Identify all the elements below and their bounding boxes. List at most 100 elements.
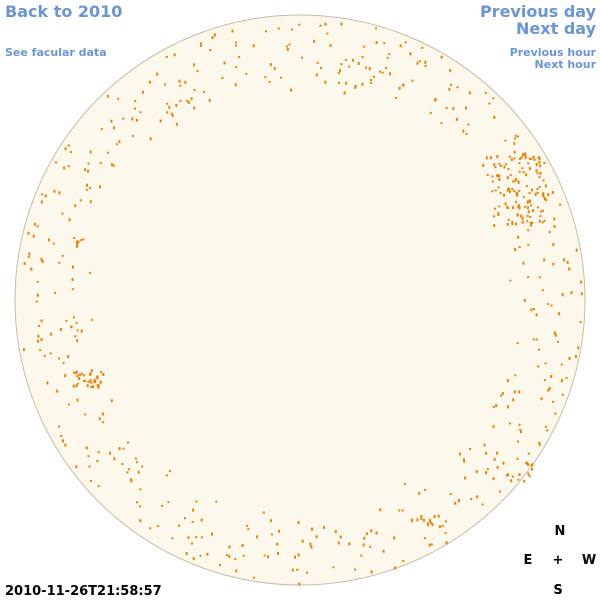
facula	[467, 123, 470, 126]
facula	[386, 57, 389, 59]
facula	[536, 188, 539, 191]
facula	[200, 42, 202, 45]
facula	[75, 465, 78, 469]
facula	[506, 188, 509, 192]
facula	[428, 543, 431, 547]
previous-day-link[interactable]: Previous day	[480, 2, 597, 21]
facula	[372, 75, 375, 78]
next-hour-link[interactable]: Next hour	[535, 58, 597, 71]
facula	[522, 196, 525, 199]
facula	[223, 61, 226, 65]
facula	[519, 429, 522, 431]
facula	[277, 27, 280, 30]
facula	[518, 162, 521, 165]
facula	[537, 365, 540, 368]
facula	[429, 111, 432, 114]
facula	[450, 83, 453, 86]
facula	[498, 205, 501, 208]
facula	[67, 165, 70, 168]
facula	[516, 213, 519, 216]
facula	[139, 505, 142, 508]
facula	[324, 22, 327, 26]
facula	[518, 473, 521, 476]
facula	[139, 519, 142, 523]
facula	[141, 90, 144, 94]
facula	[525, 461, 527, 464]
facula	[137, 470, 140, 474]
facular-link[interactable]: See facular data	[5, 46, 107, 59]
facula	[362, 543, 365, 547]
facula	[518, 157, 521, 160]
facula	[97, 484, 100, 487]
facula	[384, 67, 387, 69]
facula	[514, 179, 517, 182]
facula	[369, 545, 372, 548]
facula	[149, 527, 152, 530]
facula	[535, 163, 538, 166]
facula	[64, 443, 67, 447]
facula	[375, 41, 378, 45]
facula	[404, 41, 407, 44]
facula	[501, 392, 504, 395]
facula	[221, 76, 224, 79]
facula	[552, 400, 555, 403]
facula	[190, 97, 193, 101]
facula	[118, 447, 121, 451]
facula	[533, 158, 536, 161]
facula	[131, 117, 134, 121]
facula	[521, 167, 524, 170]
facula	[263, 554, 266, 557]
facula	[517, 235, 520, 239]
facula	[429, 521, 432, 525]
facula	[101, 412, 104, 416]
facula	[96, 383, 99, 387]
facula	[139, 488, 142, 491]
facula	[36, 293, 39, 297]
facula	[365, 66, 367, 69]
facula	[211, 532, 213, 536]
facula	[87, 162, 90, 165]
facula	[35, 300, 38, 303]
facula	[402, 83, 405, 87]
facula	[512, 206, 515, 210]
facula	[490, 156, 493, 160]
facula	[264, 76, 267, 79]
facula	[528, 475, 531, 478]
facula	[134, 100, 137, 103]
facula	[290, 28, 293, 31]
next-day-link[interactable]: Next day	[516, 19, 597, 38]
facula	[518, 246, 521, 248]
facula	[528, 157, 531, 160]
facula	[218, 564, 221, 566]
facula	[127, 441, 129, 444]
facula	[324, 80, 327, 84]
facula	[213, 33, 216, 37]
facula	[228, 554, 231, 558]
facula	[547, 193, 550, 197]
facula	[523, 479, 526, 483]
facula	[410, 518, 413, 521]
facula	[530, 188, 533, 192]
facula	[566, 260, 569, 264]
back-link[interactable]: Back to 2010	[5, 2, 122, 21]
facula	[97, 384, 100, 387]
facula	[535, 313, 538, 317]
facula	[444, 520, 447, 523]
facula	[381, 71, 384, 74]
facula	[75, 322, 78, 325]
facula	[192, 508, 195, 512]
facula	[547, 303, 550, 306]
facula	[520, 156, 523, 160]
facula	[58, 425, 60, 428]
previous-hour-link[interactable]: Previous hour	[510, 46, 597, 59]
facula	[310, 545, 313, 549]
facula	[504, 202, 507, 206]
facula	[362, 45, 365, 48]
facula	[79, 199, 82, 202]
facula	[513, 190, 516, 193]
facula	[165, 474, 168, 477]
facula	[527, 463, 530, 467]
compass-north: N	[555, 524, 566, 539]
facula	[173, 53, 176, 57]
